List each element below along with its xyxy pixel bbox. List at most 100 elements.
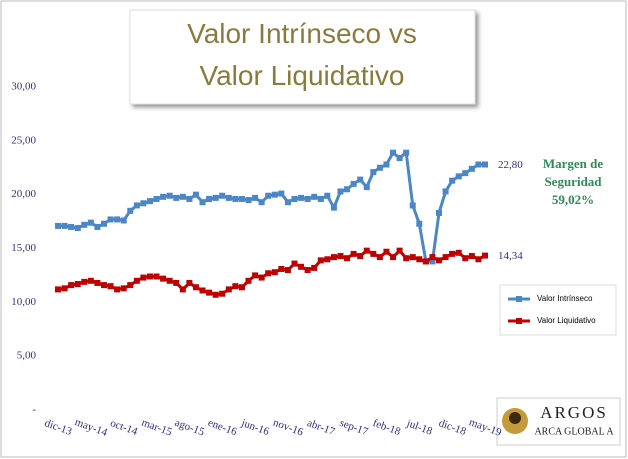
logo-subtitle: ARCA GLOBAL A [534,426,614,437]
data-point [212,291,219,298]
data-point [140,200,147,207]
data-point [94,279,101,286]
data-point [475,256,482,263]
legend-box [499,284,617,336]
data-point [146,198,153,205]
data-point [173,279,180,286]
data-point [258,274,265,281]
data-point [146,273,153,280]
data-point [304,267,311,274]
data-point [192,191,199,198]
data-point [482,161,488,168]
data-point [206,195,213,202]
data-point [409,202,416,209]
data-label: 14,34 [498,250,523,262]
data-point [219,192,226,199]
data-point [344,186,351,193]
data-point [317,257,324,264]
data-point [330,204,337,211]
data-point [179,193,186,200]
data-point [436,257,443,264]
annotation: 59,02% [552,192,594,207]
data-point [284,267,291,274]
data-point [462,170,469,177]
data-point [429,254,436,261]
data-point [429,258,436,265]
data-point [206,289,213,296]
data-point [120,217,127,224]
data-point [337,253,344,260]
data-point [265,270,272,277]
data-point [186,279,193,286]
data-point [409,254,416,261]
data-point [61,285,68,292]
data-point [370,250,377,257]
data-point [192,284,199,291]
data-point [120,285,127,292]
data-point [357,253,364,260]
data-point [55,286,61,293]
data-point [232,195,239,202]
data-point [219,290,226,297]
data-point [317,195,324,202]
data-point [396,155,403,162]
data-point [245,277,252,284]
data-point [436,209,443,216]
data-point [238,284,245,291]
data-point [455,249,462,256]
data-point [468,165,475,172]
data-label: 22,80 [498,159,523,171]
data-point [442,188,449,195]
legend-swatch [516,318,522,324]
data-point [133,202,140,209]
data-point [468,253,475,260]
data-point [383,248,390,255]
logo-title: ARGOS [540,403,608,422]
data-point [100,282,107,289]
data-point [298,263,305,270]
data-point [390,149,397,156]
data-point [449,250,456,257]
data-point [350,180,357,187]
annotation: Seguridad [544,174,602,189]
data-point [291,195,298,202]
legend-swatch [516,296,522,302]
data-point [114,286,121,293]
chart-title: Valor Intrínseco vs Valor Liquidativo [187,18,417,91]
data-point [74,225,81,232]
data-point [370,169,377,176]
data-point [212,194,219,201]
data-point [186,195,193,202]
data-point [482,252,488,259]
data-point [330,254,337,261]
data-point [87,219,94,226]
data-point [258,199,265,206]
annotation: Margen de [543,156,604,171]
data-point [173,194,180,201]
data-point [363,247,370,254]
data-point [422,258,429,265]
data-point [107,283,114,290]
data-point [107,216,114,223]
data-point [114,216,121,223]
data-point [278,265,285,272]
data-point [462,255,469,262]
data-point [265,192,272,199]
y-tick-label: - [32,404,36,416]
data-point [442,254,449,261]
data-point [396,247,403,254]
data-point [55,222,61,229]
data-point [475,161,482,168]
data-point [416,256,423,263]
data-point [153,273,160,280]
logo-icon [509,412,521,424]
title-box [129,9,476,105]
data-point [311,193,318,200]
data-point [81,221,88,228]
data-point [271,269,278,276]
data-point [390,254,397,261]
data-point [324,256,331,263]
data-point [344,255,351,262]
data-point [376,254,383,261]
data-point [455,173,462,180]
